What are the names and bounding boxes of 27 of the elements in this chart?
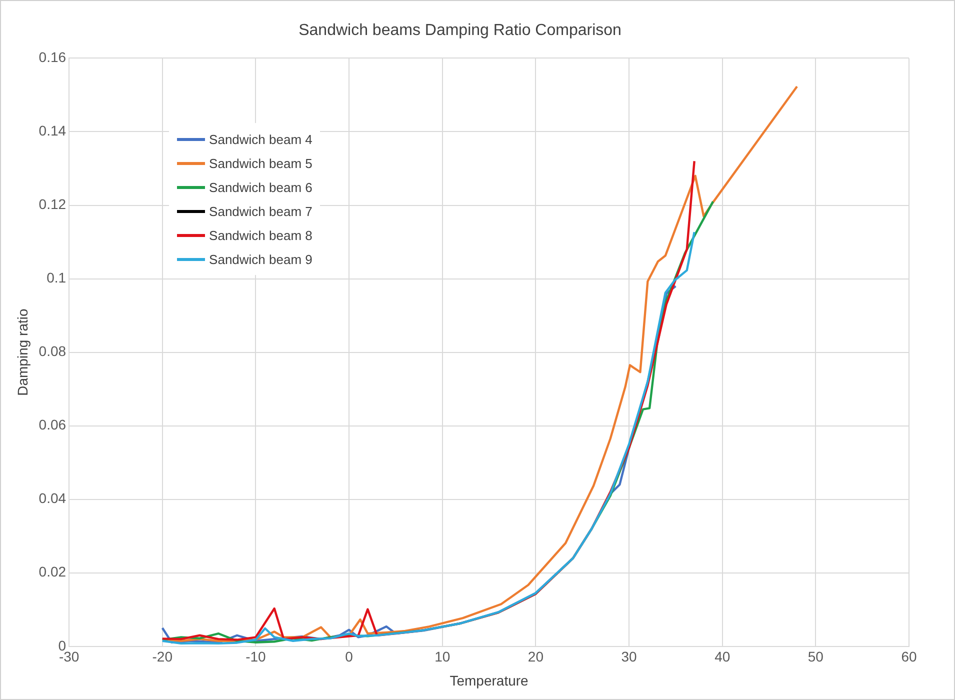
x-tick-label: 0: [345, 648, 354, 665]
x-tick-label: 60: [901, 648, 917, 665]
y-tick-label: 0.12: [38, 196, 66, 212]
x-tick-label: 20: [528, 648, 544, 665]
y-tick-label: 0.04: [38, 490, 66, 506]
x-tick-label: 50: [808, 648, 824, 665]
x-axis-title: Temperature: [450, 672, 529, 688]
x-tick-label: 40: [714, 648, 730, 665]
legend-label: Sandwich beam 5: [209, 156, 312, 171]
y-tick-label: 0.16: [38, 49, 66, 66]
x-tick-label: -20: [152, 648, 173, 665]
y-tick-label: 0.1: [46, 270, 66, 286]
y-tick-label: 0.02: [38, 564, 66, 580]
y-axis-title: Damping ratio: [14, 308, 30, 396]
y-tick-label: 0.06: [38, 416, 66, 433]
y-tick-label: 0.14: [38, 122, 66, 139]
y-tick-label: 0.08: [38, 343, 66, 360]
legend-label: Sandwich beam 8: [209, 228, 312, 243]
y-tick-label: 0: [58, 637, 66, 654]
x-tick-label: 30: [621, 648, 638, 665]
chart-title: Sandwich beams Damping Ratio Comparison: [298, 22, 622, 40]
legend-label: Sandwich beam 6: [209, 180, 312, 195]
legend-label: Sandwich beam 9: [209, 252, 312, 267]
x-tick-label: -10: [246, 648, 266, 665]
legend-label: Sandwich beam 7: [209, 204, 312, 219]
x-tick-label: 10: [434, 648, 450, 665]
legend-label: Sandwich beam 4: [209, 132, 312, 147]
